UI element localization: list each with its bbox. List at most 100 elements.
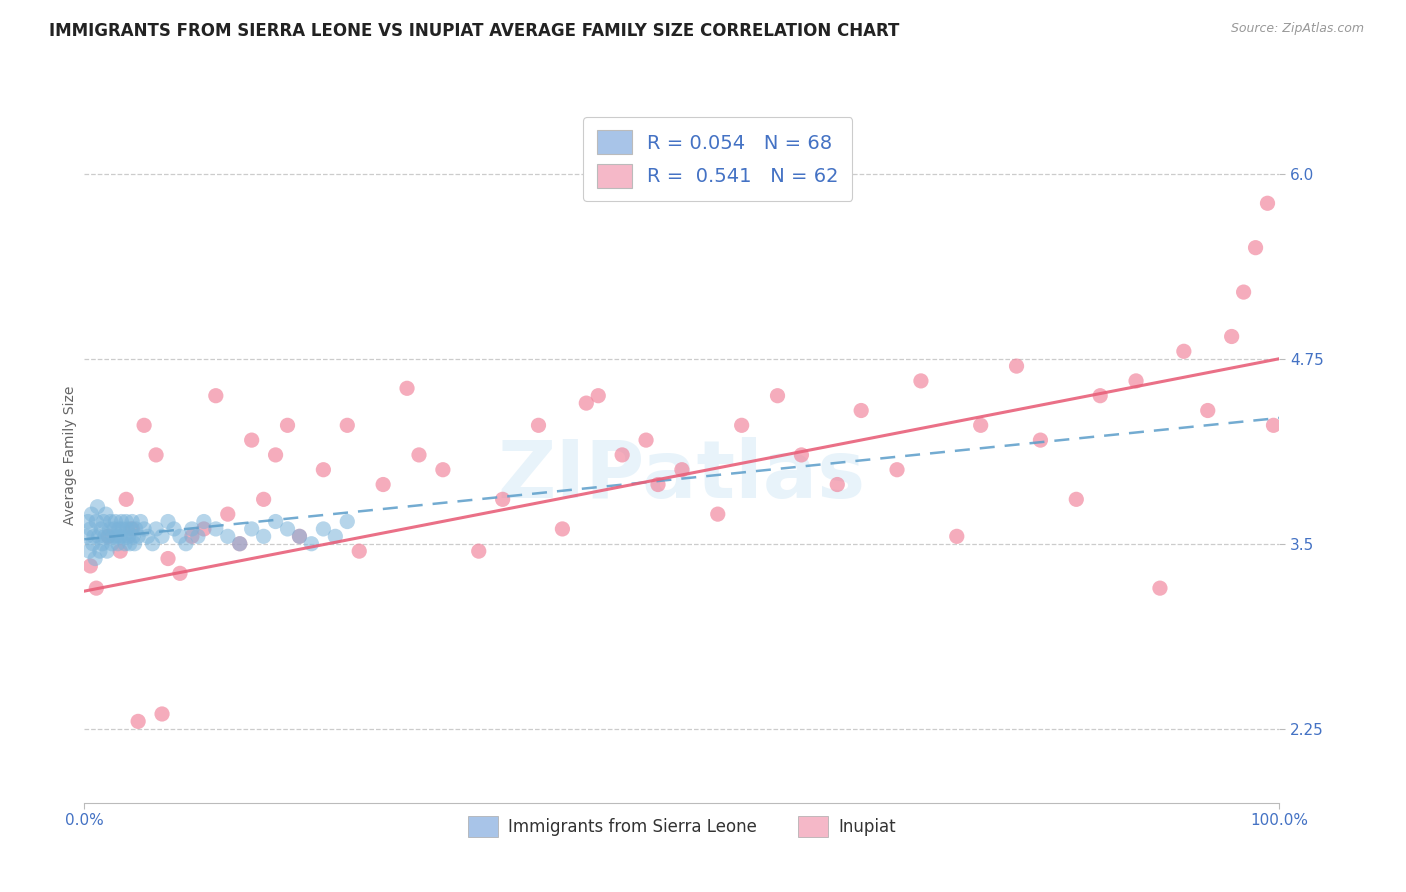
Point xyxy=(114,537,136,551)
Point xyxy=(103,522,125,536)
Legend: Immigrants from Sierra Leone, Inupiat: Immigrants from Sierra Leone, Inupiat xyxy=(461,810,903,843)
Point xyxy=(671,463,693,477)
Point xyxy=(1220,329,1243,343)
Point xyxy=(120,522,142,536)
Point xyxy=(527,418,550,433)
Point xyxy=(1244,241,1267,255)
Point xyxy=(1173,344,1195,359)
Point xyxy=(264,515,287,529)
Point xyxy=(157,515,180,529)
Point xyxy=(145,448,167,462)
Point xyxy=(122,529,145,543)
Point xyxy=(1029,433,1052,447)
Point xyxy=(193,515,215,529)
Point xyxy=(86,581,108,595)
Point xyxy=(1005,359,1028,373)
Point xyxy=(104,515,127,529)
Point xyxy=(79,558,101,573)
Point xyxy=(240,522,263,536)
Point xyxy=(127,714,149,729)
Point xyxy=(129,515,152,529)
Point xyxy=(588,389,610,403)
Point xyxy=(647,477,669,491)
Point xyxy=(117,522,139,536)
Text: Source: ZipAtlas.com: Source: ZipAtlas.com xyxy=(1230,22,1364,36)
Point xyxy=(169,566,191,581)
Point xyxy=(240,433,263,447)
Point xyxy=(132,418,156,433)
Point xyxy=(253,492,276,507)
Point xyxy=(1066,492,1088,507)
Point xyxy=(86,500,108,514)
Point xyxy=(93,515,115,529)
Point xyxy=(121,515,143,529)
Point xyxy=(827,477,849,491)
Point xyxy=(115,515,138,529)
Point xyxy=(886,463,908,477)
Point xyxy=(1125,374,1147,388)
Point xyxy=(127,529,149,543)
Point xyxy=(288,529,311,543)
Point xyxy=(181,522,204,536)
Point xyxy=(174,537,197,551)
Point xyxy=(910,374,932,388)
Point xyxy=(349,544,371,558)
Point xyxy=(111,522,134,536)
Point xyxy=(97,529,120,543)
Point xyxy=(145,522,167,536)
Point xyxy=(277,522,299,536)
Point xyxy=(94,507,117,521)
Point xyxy=(790,448,813,462)
Point xyxy=(80,507,103,521)
Point xyxy=(110,544,132,558)
Point xyxy=(312,463,335,477)
Point xyxy=(551,522,574,536)
Point xyxy=(96,544,118,558)
Point xyxy=(288,529,311,543)
Point xyxy=(89,544,111,558)
Point xyxy=(117,529,139,543)
Point xyxy=(84,551,107,566)
Point xyxy=(79,522,101,536)
Point xyxy=(636,433,658,447)
Point xyxy=(101,537,124,551)
Point xyxy=(373,477,395,491)
Point xyxy=(193,522,215,536)
Point xyxy=(1263,418,1285,433)
Point xyxy=(132,522,156,536)
Point xyxy=(1257,196,1279,211)
Point xyxy=(141,537,163,551)
Point xyxy=(766,389,789,403)
Point xyxy=(87,529,110,543)
Point xyxy=(205,389,228,403)
Point xyxy=(187,529,209,543)
Point xyxy=(217,529,239,543)
Point xyxy=(205,522,228,536)
Point xyxy=(492,492,515,507)
Point xyxy=(157,551,180,566)
Point xyxy=(98,522,121,536)
Point xyxy=(707,507,730,521)
Point xyxy=(970,418,993,433)
Point xyxy=(264,448,287,462)
Point xyxy=(181,529,204,543)
Point xyxy=(136,529,159,543)
Point xyxy=(110,529,132,543)
Point xyxy=(1233,285,1256,299)
Point xyxy=(408,448,430,462)
Point xyxy=(336,418,359,433)
Y-axis label: Average Family Size: Average Family Size xyxy=(63,385,77,524)
Point xyxy=(105,529,128,543)
Point xyxy=(91,537,114,551)
Point xyxy=(107,537,129,551)
Point xyxy=(150,529,173,543)
Point xyxy=(90,522,112,536)
Text: ZIPatlas: ZIPatlas xyxy=(498,437,866,515)
Text: IMMIGRANTS FROM SIERRA LEONE VS INUPIAT AVERAGE FAMILY SIZE CORRELATION CHART: IMMIGRANTS FROM SIERRA LEONE VS INUPIAT … xyxy=(49,22,900,40)
Point xyxy=(229,537,252,551)
Point xyxy=(612,448,634,462)
Point xyxy=(83,529,105,543)
Point xyxy=(253,529,276,543)
Point xyxy=(150,706,173,721)
Point xyxy=(312,522,335,536)
